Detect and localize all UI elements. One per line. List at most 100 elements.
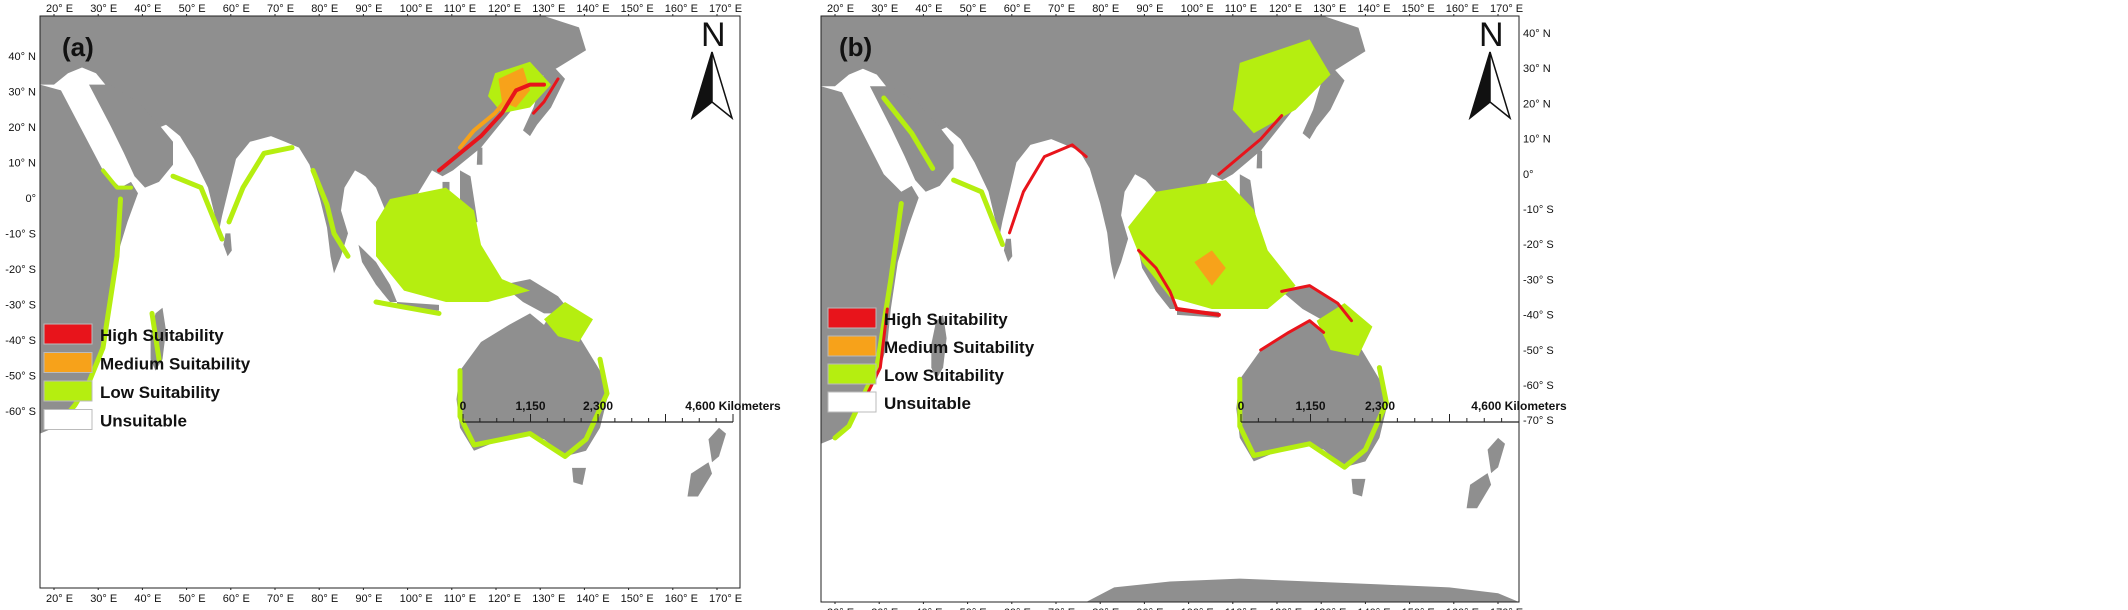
- high-suitability-bay-of-bengal: [1008, 143, 1088, 235]
- latitude-tick: -20° S: [1523, 239, 1554, 251]
- longitude-tick-bottom: 20° E: [46, 593, 73, 605]
- longitude-tick-bottom: 70° E: [267, 593, 294, 605]
- low-suitability-australia-coast: [1237, 365, 1389, 470]
- longitude-tick-bottom: 80° E: [1092, 607, 1119, 610]
- map-panel-b: 20° E 20° E 30° E 30° E 40° E 40° E 50° E 50° E…: [780, 0, 2128, 610]
- longitude-tick-bottom: 160° E: [665, 593, 698, 605]
- longitude-tick-top: 170° E: [709, 3, 742, 15]
- medium-suitability-borneo-coast: [1194, 250, 1226, 286]
- tasmania-island: [1351, 478, 1366, 497]
- legend-swatch: [43, 380, 93, 402]
- longitude-tick-top: 70° E: [267, 3, 294, 15]
- java-island: [397, 302, 439, 311]
- tasmania-island: [572, 467, 586, 485]
- latitude-tick: -10° S: [5, 229, 36, 241]
- longitude-tick-top: 20° E: [827, 3, 854, 15]
- low-suitability-east-china-sea: [1232, 39, 1331, 134]
- longitude-tick-top: 70° E: [1048, 3, 1075, 15]
- madagascar-island: [931, 314, 947, 380]
- map-b: 20° E 20° E 30° E 30° E 40° E 40° E 50° E 50° E…: [820, 3, 1567, 610]
- legend-swatch: [43, 323, 93, 345]
- low-suitability-india-west: [170, 173, 225, 242]
- low-suitability-east-africa: [832, 201, 904, 441]
- longitude-tick-top: 100° E: [1181, 3, 1214, 15]
- latitude-tick: -30° S: [5, 300, 36, 312]
- asia-landmass: [821, 16, 1366, 280]
- taiwan-island: [1256, 150, 1263, 169]
- sri-lanka-island: [1003, 238, 1013, 263]
- low-suitability-bay-of-bengal: [226, 145, 295, 225]
- latitude-tick: -10° S: [1523, 204, 1554, 216]
- map-frame: [820, 15, 1520, 603]
- panel-label: (b): [839, 32, 872, 62]
- longitude-tick-top: 100° E: [400, 3, 433, 15]
- longitude-tick-top: 30° E: [871, 3, 898, 15]
- longitude-tick-top: 30° E: [90, 3, 117, 15]
- longitude-tick-top: 90° E: [1136, 3, 1163, 15]
- low-suitability-india-west: [951, 177, 1005, 247]
- legend: High Suitability Medium Suitability Low Su…: [43, 323, 251, 431]
- latitude-tick: -70° S: [1523, 415, 1554, 427]
- legend-label: Low Suitability: [100, 383, 220, 402]
- latitude-tick: -20° S: [5, 264, 36, 276]
- high-suitability-north-australia: [1259, 319, 1326, 352]
- new-zealand-south-island: [687, 462, 712, 497]
- longitude-tick-top: 90° E: [355, 3, 382, 15]
- north-letter: N: [1479, 16, 1504, 54]
- high-suitability-china-coast: [437, 82, 546, 173]
- high-suitability-china-coast: [1217, 114, 1284, 176]
- longitude-tick-top: 130° E: [1313, 3, 1346, 15]
- legend-swatch: [827, 363, 877, 385]
- north-arrow-icon: N: [1468, 16, 1512, 121]
- longitude-tick-top: 50° E: [179, 3, 206, 15]
- low-suitability-persian-gulf: [881, 95, 936, 171]
- latitude-tick: 10° N: [1523, 134, 1551, 146]
- map-a: 20° E 20° E 30° E 30° E 40° E 40° E 50° E 50° E…: [5, 3, 781, 605]
- longitude-tick-top: 120° E: [1269, 3, 1302, 15]
- latitude-tick: 20° N: [8, 122, 36, 134]
- legend-swatch: [827, 307, 877, 329]
- latitude-tick: 40° N: [8, 51, 36, 63]
- longitude-tick-bottom: 170° E: [1490, 607, 1523, 610]
- low-suitability-madagascar: [149, 310, 162, 362]
- asia-landmass: [40, 16, 586, 274]
- longitude-tick-bottom: 30° E: [871, 607, 898, 610]
- latitude-tick: -60° S: [1523, 380, 1554, 392]
- africa-landmass: [40, 84, 138, 434]
- low-suitability-myanmar-coast: [310, 167, 351, 259]
- arabia-landmass: [89, 84, 173, 188]
- map-frame: [39, 15, 741, 589]
- legend-swatch: [43, 352, 93, 373]
- longitude-tick-top: 120° E: [488, 3, 521, 15]
- latitude-tick: 20° N: [1523, 98, 1551, 110]
- scale-bar-label: 4,600 Kilometers: [685, 399, 781, 413]
- legend-label: Medium Suitability: [884, 338, 1035, 357]
- longitude-tick-bottom: 170° E: [709, 593, 742, 605]
- low-suitability-red-sea: [101, 168, 133, 190]
- longitude-tick-top: 80° E: [311, 3, 338, 15]
- latitude-tick: -60° S: [5, 406, 36, 418]
- longitude-tick-top: 130° E: [532, 3, 565, 15]
- longitude-tick-bottom: 50° E: [179, 593, 206, 605]
- longitude-tick-bottom: 90° E: [1136, 607, 1163, 610]
- longitude-tick-bottom: 160° E: [1446, 607, 1479, 610]
- longitude-tick-bottom: 140° E: [576, 593, 609, 605]
- longitude-tick-top: 60° E: [223, 3, 250, 15]
- longitude-tick-bottom: 50° E: [960, 607, 987, 610]
- new-zealand-north-island: [708, 427, 726, 463]
- scale-bar-label: 4,600 Kilometers: [1471, 399, 1567, 413]
- longitude-tick-bottom: 120° E: [1269, 607, 1302, 610]
- north-arrow-right-half: [711, 51, 734, 121]
- longitude-tick-bottom: 150° E: [1402, 607, 1435, 610]
- latitude-tick: -50° S: [1523, 345, 1554, 357]
- latitude-tick: -40° S: [5, 335, 36, 347]
- low-suitability-south-china-sea: [376, 187, 530, 302]
- longitude-tick-top: 110° E: [1225, 3, 1257, 15]
- panel-label: (a): [62, 32, 94, 62]
- longitude-tick-bottom: 60° E: [223, 593, 250, 605]
- high-suitability-java: [1175, 307, 1221, 317]
- high-suitability-japan-coast: [532, 77, 560, 115]
- scale-bar-label: 0: [1238, 399, 1245, 413]
- longitude-tick-bottom: 20° E: [827, 607, 854, 610]
- legend-label: Unsuitable: [884, 394, 971, 413]
